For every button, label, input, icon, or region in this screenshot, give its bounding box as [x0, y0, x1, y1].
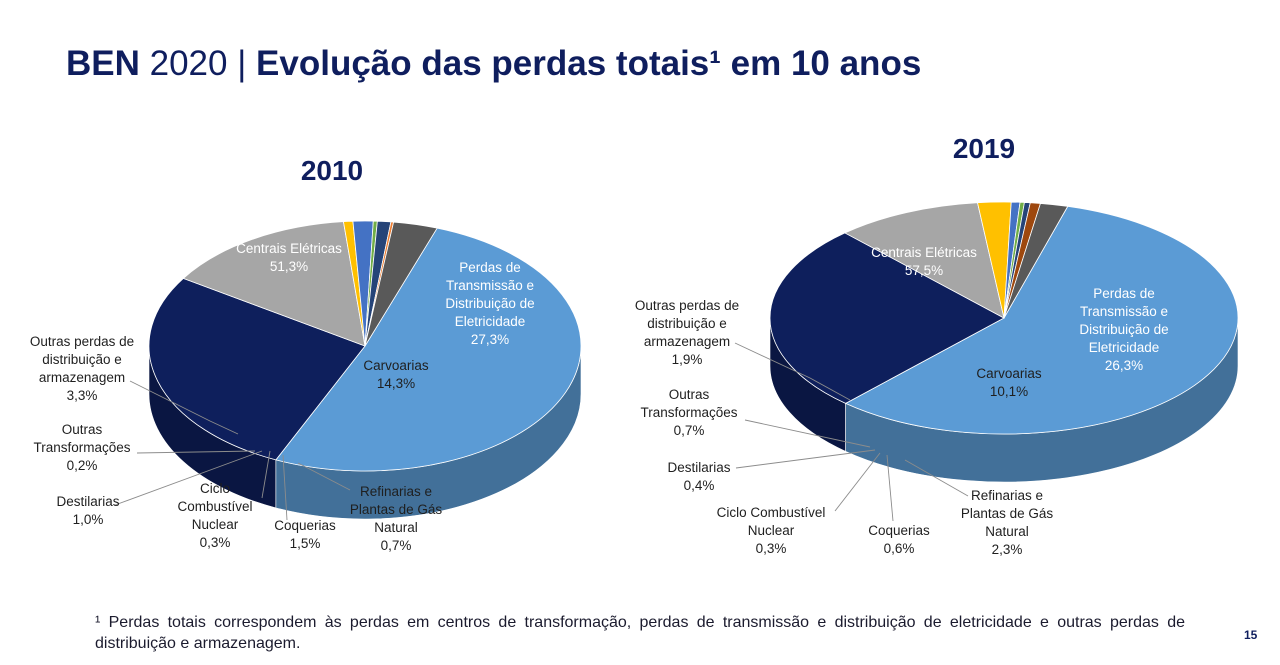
chart-title-2019: 2019	[953, 133, 1015, 164]
pie-slice-centrais-eletricas	[275, 227, 582, 472]
pie-slice-carvoarias	[844, 202, 1005, 319]
label-coquerias: Coquerias 1,5%	[274, 518, 336, 551]
leader-line-outras-transformacoes	[744, 419, 871, 448]
footnote: ¹ Perdas totais correspondem às perdas e…	[95, 614, 1185, 652]
leader-line-coquerias	[886, 454, 894, 522]
leader-line-refinarias-e-plantas-de-gas-natural	[297, 462, 351, 491]
label-refinarias-e-plantas-de-gas-natural: Refinarias e Plantas de Gás Natural 0,7%	[350, 484, 443, 553]
leader-line-outras-perdas-de-distribuicao-e-armazenagem	[129, 380, 239, 435]
chart-title-2010: 2010	[301, 155, 363, 186]
leader-line-ciclo-combustivel-nuclear	[834, 452, 881, 512]
title-year: 2020 |	[139, 44, 257, 83]
pie-chart-2010: Centrais Elétricas 51,3% Perdas de Transmis…	[30, 220, 582, 553]
label-outras-transformacoes: Outras Transformações 0,2%	[33, 422, 130, 473]
label-centrais-eletricas: Centrais Elétricas 57,5%	[871, 245, 977, 278]
label-perdas-de-transmissao-e-distribuicao-de-eletricidade: Perdas de Transmissão e Distribuição de Ele…	[445, 260, 534, 347]
label-refinarias-e-plantas-de-gas-natural: Refinarias e Plantas de Gás Natural 2,3%	[961, 488, 1054, 557]
title-brand: BEN	[66, 44, 140, 83]
label-carvoarias: Carvoarias 10,1%	[976, 366, 1042, 399]
label-carvoarias: Carvoarias 14,3%	[363, 358, 429, 391]
leader-line-destilarias	[114, 450, 263, 506]
label-ciclo-combustivel-nuclear: Ciclo Combustível Nuclear 0,3%	[177, 481, 252, 550]
label-perdas-de-transmissao-e-distribuicao-de-eletricidade: Perdas de Transmissão e Distribuição de Ele…	[1079, 286, 1168, 373]
label-outras-perdas-de-distribuicao-e-armazenagem: Outras perdas de distribuição e armazenage…	[635, 298, 739, 367]
pie-slice-perdas-de-transmissao-e-distribuicao-de-eletricidade	[769, 232, 1005, 404]
label-coquerias: Coquerias 0,6%	[868, 523, 930, 556]
label-destilarias: Destilarias 1,0%	[56, 494, 119, 527]
pie-slice-outras-perdas-de-distribuicao-e-armazenagem	[1003, 202, 1069, 319]
pie-slice-outras-perdas-de-distribuicao-e-armazenagem	[364, 221, 438, 347]
leader-line-outras-transformacoes	[136, 450, 256, 454]
label-ciclo-combustivel-nuclear: Ciclo Combustível Nuclear 0,3%	[717, 505, 826, 556]
pie-charts: 2010 2019 Centrais Elétricas 51,3% Perdas …	[30, 133, 1239, 557]
leader-line-outras-perdas-de-distribuicao-e-armazenagem	[734, 342, 851, 401]
pie-chart-2019: Centrais Elétricas 57,5% Perdas de Transmis…	[635, 201, 1239, 557]
page-number: 15	[1244, 628, 1258, 642]
leader-line-destilarias	[735, 449, 876, 469]
page-title: BEN 2020 | Evolução das perdas totais¹ e…	[66, 44, 921, 84]
pie-slice-centrais-eletricas	[844, 205, 1239, 435]
label-destilarias: Destilarias 0,4%	[667, 460, 730, 493]
pie-slice-perdas-de-transmissao-e-distribuicao-de-eletricidade	[148, 277, 366, 461]
leader-line-coquerias	[282, 454, 288, 521]
label-outras-transformacoes: Outras Transformações 0,7%	[640, 387, 737, 438]
pie-slice-carvoarias	[182, 221, 366, 347]
label-centrais-eletricas: Centrais Elétricas 51,3%	[236, 241, 342, 274]
label-outras-perdas-de-distribuicao-e-armazenagem: Outras perdas de distribuição e armazenage…	[30, 334, 134, 403]
leader-line-refinarias-e-plantas-de-gas-natural	[904, 459, 969, 497]
title-subject: Evolução das perdas totais¹ em 10 anos	[256, 44, 922, 83]
leader-line-ciclo-combustivel-nuclear	[261, 450, 271, 499]
